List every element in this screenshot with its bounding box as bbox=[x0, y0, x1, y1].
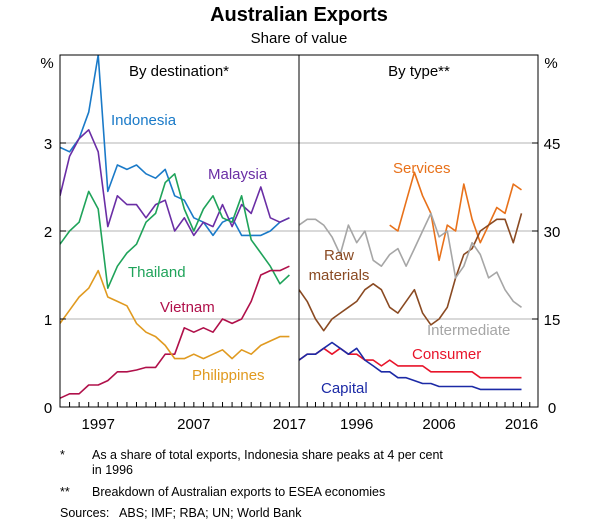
right-unit-label: % bbox=[544, 55, 557, 72]
label-line: materials bbox=[309, 267, 370, 284]
line-intermediate bbox=[299, 212, 522, 308]
y-tick-label: 0 bbox=[44, 400, 52, 417]
label-raw-materials: Raw materials bbox=[309, 247, 370, 284]
label-intermediate: Intermediate bbox=[427, 322, 510, 339]
chart-subtitle: Share of value bbox=[251, 30, 348, 47]
label-malaysia: Malaysia bbox=[208, 166, 268, 183]
y-tick-label: 30 bbox=[544, 224, 561, 241]
label-line: Raw bbox=[324, 247, 354, 264]
gridlines bbox=[60, 142, 538, 320]
label-consumer: Consumer bbox=[412, 346, 481, 363]
line-raw-materials bbox=[299, 213, 523, 332]
y-tick-label: 2 bbox=[44, 224, 52, 241]
x-tick-label: 2007 bbox=[177, 416, 210, 433]
line-philippines bbox=[60, 269, 290, 360]
label-thailand: Thailand bbox=[128, 264, 186, 281]
label-services: Services bbox=[393, 160, 451, 177]
x-tick-label: 1997 bbox=[82, 416, 115, 433]
type-panel-title: By type** bbox=[388, 63, 450, 80]
series-labels: Indonesia Malaysia Thailand Vietnam Philippi… bbox=[111, 112, 510, 397]
line-vietnam bbox=[60, 265, 290, 399]
series-lines bbox=[60, 55, 523, 399]
label-philippines: Philippines bbox=[192, 367, 265, 384]
chart-title: Australian Exports bbox=[210, 4, 388, 26]
axis-ticks: 0 1 2 3 1997 2007 2017 0 15 30 45 1996 2006 2016 bbox=[44, 136, 561, 433]
y-tick-label: 45 bbox=[544, 136, 561, 153]
x-tick-label: 2016 bbox=[505, 416, 538, 433]
x-tick-label: 2017 bbox=[273, 416, 306, 433]
y-tick-label: 0 bbox=[548, 400, 556, 417]
sources-line: Sources: ABS; IMF; RBA; UN; World Bank bbox=[60, 506, 302, 520]
footnote-1-line-2: in 1996 bbox=[92, 463, 133, 477]
y-tick-label: 3 bbox=[44, 136, 52, 153]
line-indonesia bbox=[60, 55, 290, 237]
x-tick-label: 2006 bbox=[422, 416, 455, 433]
footnote-1-text: As a share of total exports, Indonesia s… bbox=[92, 448, 446, 477]
left-unit-label: % bbox=[40, 55, 53, 72]
label-vietnam: Vietnam bbox=[160, 299, 215, 316]
label-indonesia: Indonesia bbox=[111, 112, 177, 129]
line-capital bbox=[299, 341, 522, 391]
footnote-2-text: Breakdown of Australian exports to ESEA … bbox=[92, 485, 385, 499]
line-services bbox=[389, 171, 522, 262]
label-capital: Capital bbox=[321, 380, 368, 397]
x-tick-label: 1996 bbox=[340, 416, 373, 433]
line-consumer bbox=[299, 347, 522, 379]
y-tick-label: 1 bbox=[44, 312, 52, 329]
footnote-2-marker: ** bbox=[60, 485, 70, 499]
destination-panel-title: By destination* bbox=[129, 63, 229, 80]
y-tick-label: 15 bbox=[544, 312, 561, 329]
line-malaysia bbox=[60, 129, 290, 237]
footnote-1-marker: * bbox=[60, 448, 65, 462]
line-thailand bbox=[60, 173, 290, 290]
footnote-1-line-1: As a share of total exports, Indonesia s… bbox=[92, 448, 443, 462]
